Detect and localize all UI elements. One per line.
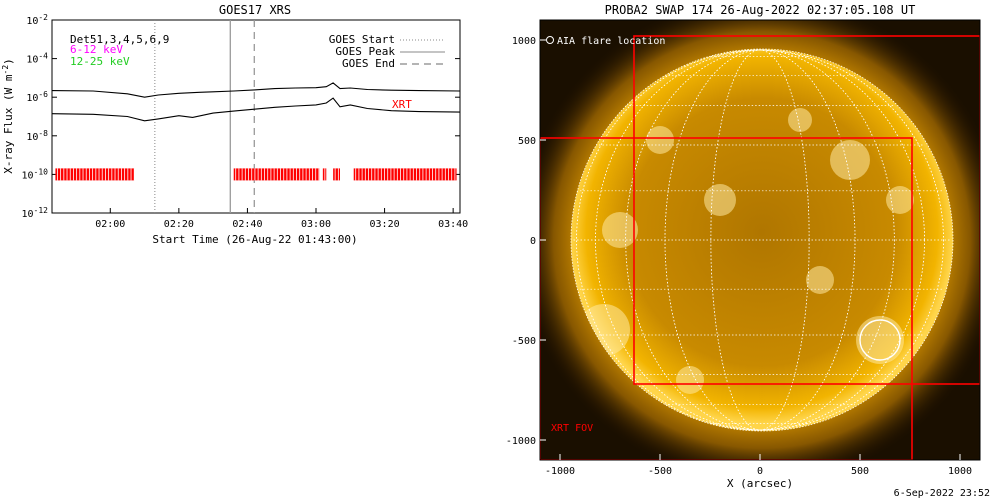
goes-xtick-label: 03:40	[438, 219, 468, 230]
active-region-patch	[602, 212, 638, 248]
goes-xtick-label: 03:00	[301, 219, 331, 230]
xrt-coverage-bar	[55, 168, 135, 181]
goes-ytick-label: 10-2	[26, 13, 48, 27]
xrt-fov-box	[540, 137, 913, 460]
xrt-coverage-bar	[333, 168, 340, 181]
goes-xtick-label: 02:20	[164, 219, 194, 230]
xrt-coverage-label: XRT	[392, 98, 412, 111]
legend-detector-list: Det51,3,4,5,6,9	[70, 33, 169, 46]
goes-xlabel: Start Time (26-Aug-22 01:43:00)	[152, 233, 357, 246]
legend-12-25kev: 12-25 keV	[70, 55, 130, 68]
active-region-patch	[856, 316, 904, 364]
goes-title: GOES17 XRS	[219, 3, 291, 17]
xrt-fov-box	[633, 35, 980, 385]
swap-xtick-label: 500	[851, 466, 869, 477]
aia-flare-location-marker	[859, 319, 901, 361]
goes-xtick-label: 02:40	[232, 219, 262, 230]
legend-goes-end-label: GOES End	[342, 57, 395, 70]
swap-ytick-label: -500	[512, 336, 536, 347]
goes-flux-series-2	[51, 97, 461, 122]
aia-legend-label: AIA flare location	[557, 36, 665, 47]
goes-ytick-label: 10-12	[22, 206, 49, 220]
legend-6-12kev: 6-12 keV	[70, 43, 123, 56]
goes-ylabel: X-ray Flux (W m-2)	[1, 58, 15, 174]
swap-xlabel: X (arcsec)	[727, 477, 793, 490]
goes-ytick-label: 10-8	[26, 129, 48, 143]
legend-goes-start-label: GOES Start	[329, 33, 395, 46]
swap-ytick-label: 500	[518, 136, 536, 147]
active-region-patch	[676, 366, 704, 394]
active-region-patch	[646, 126, 674, 154]
aia-legend-marker	[546, 36, 554, 44]
active-region-patch	[886, 186, 914, 214]
goes-xtick-label: 02:00	[95, 219, 125, 230]
swap-xtick-label: -500	[648, 466, 672, 477]
swap-xtick-label: -1000	[545, 466, 575, 477]
swap-ytick-label: 0	[530, 236, 536, 247]
goes-flux-series-1	[51, 82, 461, 98]
goes-ytick-label: 10-10	[22, 167, 49, 181]
goes-xtick-label: 03:20	[370, 219, 400, 230]
goes-ytick-label: 10-4	[26, 52, 48, 66]
solar-limb-grid	[570, 48, 954, 432]
swap-ytick-label: 1000	[512, 36, 536, 47]
goes-ytick-label: 10-6	[26, 90, 48, 104]
xrt-coverage-bar	[353, 168, 457, 181]
swap-xtick-label: 0	[757, 466, 763, 477]
footer-timestamp: 6-Sep-2022 23:52	[894, 488, 990, 499]
longitude-grid-line	[576, 49, 944, 431]
swap-xtick-label: 1000	[948, 466, 972, 477]
xrt-coverage-bar	[233, 168, 320, 181]
active-region-patch	[704, 184, 736, 216]
active-region-patch	[806, 266, 834, 294]
swap-ytick-label: -1000	[506, 436, 536, 447]
swap-title: PROBA2 SWAP 174 26-Aug-2022 02:37:05.108…	[605, 3, 916, 17]
active-region-patch	[830, 140, 870, 180]
legend-goes-peak-label: GOES Peak	[335, 45, 395, 58]
active-region-patch	[788, 108, 812, 132]
xrt-fov-label: XRT FOV	[551, 423, 593, 434]
goes-plot-frame	[51, 19, 461, 214]
longitude-grid-line	[625, 49, 895, 431]
longitude-grid-line	[595, 49, 925, 431]
